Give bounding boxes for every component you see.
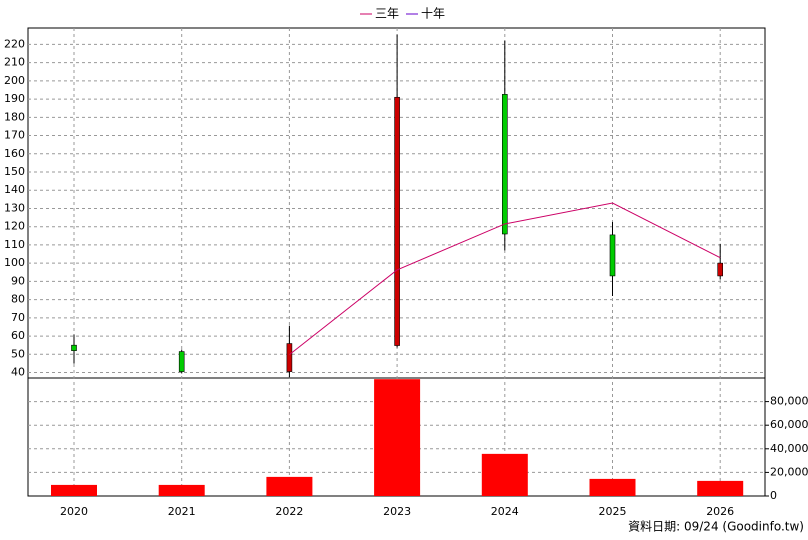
y-tick-label: 190 bbox=[4, 92, 25, 105]
y-tick-label: 120 bbox=[4, 220, 25, 233]
y2-tick-label: 0 bbox=[770, 489, 777, 502]
x-tick-label: 2021 bbox=[168, 505, 196, 518]
y-tick-label: 210 bbox=[4, 56, 25, 69]
volume-bar bbox=[589, 478, 636, 496]
footer: 資料日期: 09/24 (Goodinfo.tw) bbox=[628, 520, 804, 534]
candle-body bbox=[501, 94, 508, 235]
y-tick-label: 90 bbox=[11, 274, 25, 287]
y-tick-label: 150 bbox=[4, 165, 25, 178]
y-tick-label: 100 bbox=[4, 256, 25, 269]
x-tick-label: 2025 bbox=[599, 505, 627, 518]
y-tick-label: 140 bbox=[4, 183, 25, 196]
y-tick-label: 130 bbox=[4, 201, 25, 214]
y-tick-label: 50 bbox=[11, 347, 25, 360]
candle-body bbox=[178, 351, 185, 372]
candle-body bbox=[286, 343, 293, 372]
volume-bar bbox=[374, 379, 421, 496]
volume-bar bbox=[266, 476, 313, 496]
y-tick-label: 70 bbox=[11, 311, 25, 324]
candle-body bbox=[717, 262, 724, 277]
y-tick-label: 220 bbox=[4, 37, 25, 50]
volume-bar bbox=[697, 480, 744, 496]
legend-label: 十年 bbox=[421, 7, 445, 21]
y-tick-label: 60 bbox=[11, 329, 25, 342]
y-tick-label: 170 bbox=[4, 129, 25, 142]
x-tick-label: 2020 bbox=[60, 505, 88, 518]
volume-bar bbox=[481, 453, 528, 496]
y-tick-label: 160 bbox=[4, 147, 25, 160]
x-tick-label: 2024 bbox=[491, 505, 519, 518]
ma-line bbox=[289, 202, 721, 356]
candle-body bbox=[394, 96, 400, 346]
candle-body bbox=[71, 344, 77, 351]
volume-bar bbox=[158, 484, 205, 496]
x-tick-label: 2026 bbox=[706, 505, 734, 518]
x-tick-label: 2022 bbox=[275, 505, 303, 518]
y2-tick-label: 80,000 bbox=[770, 395, 808, 408]
y2-tick-label: 20,000 bbox=[770, 465, 808, 478]
y-tick-label: 180 bbox=[4, 110, 25, 123]
x-tick-label: 2023 bbox=[383, 505, 411, 518]
y-tick-label: 110 bbox=[4, 238, 25, 251]
y2-tick-label: 40,000 bbox=[770, 442, 808, 455]
candle-body bbox=[609, 234, 616, 277]
legend-label: 三年 bbox=[375, 7, 399, 21]
y-tick-label: 80 bbox=[11, 293, 25, 306]
y2-tick-label: 60,000 bbox=[770, 418, 808, 431]
y-tick-label: 200 bbox=[4, 74, 25, 87]
y-tick-label: 40 bbox=[11, 366, 25, 379]
volume-bar bbox=[51, 484, 97, 496]
